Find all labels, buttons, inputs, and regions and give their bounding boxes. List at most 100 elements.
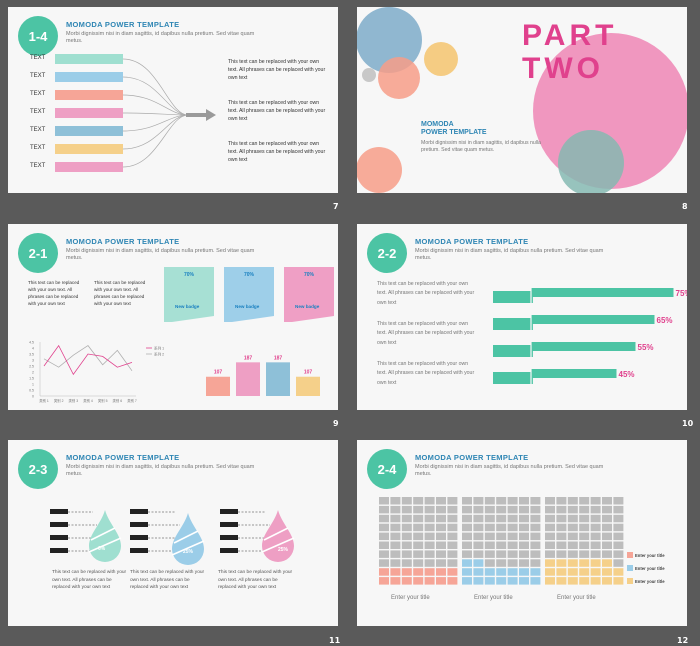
progress-bar xyxy=(531,315,655,324)
slide-thumbnail-12[interactable]: 2-4 MOMODA POWER TEMPLATE Morbi dignissi… xyxy=(357,440,687,626)
y-tick-label: 1.5 xyxy=(29,377,34,381)
waffle-cell xyxy=(390,550,401,558)
water-drop xyxy=(262,510,294,562)
waffle-cell xyxy=(496,550,507,558)
badge-tag xyxy=(284,267,334,322)
waffle-cell xyxy=(507,505,518,514)
x-tick-label: 类别 3 xyxy=(69,398,79,403)
progress-bar xyxy=(531,288,674,297)
label-block xyxy=(50,522,68,527)
waffle-cell xyxy=(567,523,578,532)
drop-percent: 6% xyxy=(98,546,106,552)
bar-value-label: 107 xyxy=(304,370,313,376)
waffle-cell xyxy=(401,505,412,514)
waffle-cell xyxy=(613,505,624,514)
waffle-cell xyxy=(590,577,601,585)
waffle-cell xyxy=(590,514,601,523)
waffle-cell xyxy=(602,577,612,585)
waffle-cell xyxy=(473,559,484,567)
waffle-cell xyxy=(484,514,495,523)
waffle-cell xyxy=(602,514,612,523)
slide-number: 11 xyxy=(329,636,341,645)
waffle-cell xyxy=(556,577,567,585)
progress-label: 45% xyxy=(619,370,635,379)
waffle-cell xyxy=(447,497,458,505)
slide-subtitle: Morbi dignissim nisi in diam sagittis, i… xyxy=(66,248,255,262)
waffle-cell xyxy=(496,505,507,514)
x-tick-label: 类别 4 xyxy=(83,398,93,403)
slide-title: MOMODA POWER TEMPLATE xyxy=(415,453,529,462)
waffle-cell xyxy=(473,523,484,532)
waffle-cell xyxy=(519,523,529,532)
waffle-cell xyxy=(401,523,412,532)
row-label: TEXT xyxy=(30,73,46,79)
waffle-cell xyxy=(401,550,412,558)
waffle-cell xyxy=(473,541,484,549)
drop-stripe xyxy=(90,527,116,541)
legend-swatch xyxy=(627,565,633,571)
waffle-cell xyxy=(556,532,567,541)
waffle-cell xyxy=(379,550,389,558)
column-title: Enter your title xyxy=(557,595,596,601)
progress-bar-chart: 75% 65% 55% 45% xyxy=(493,288,687,384)
waffle-cell xyxy=(530,550,541,558)
line-chart: 0 0.5 1 1.5 2 2.5 3 3.5 4 4.5 类别 1 类别 2 类别 3 类别 4 类别 5… xyxy=(29,341,164,404)
text-block: This text can be replaced with your own … xyxy=(218,570,293,591)
drop-stripe xyxy=(261,537,295,553)
waffle-cell xyxy=(401,559,412,567)
waffle-cell xyxy=(602,541,612,549)
waffle-cell xyxy=(556,568,567,576)
waffle-cell xyxy=(530,559,541,567)
y-tick-label: 3 xyxy=(32,359,34,363)
waffle-cell xyxy=(545,559,555,567)
waffle-cell xyxy=(484,541,495,549)
waffle-cell xyxy=(602,550,612,558)
y-tick-label: 2 xyxy=(32,371,34,375)
waffle-cell xyxy=(579,497,590,505)
connector-line xyxy=(122,114,189,132)
x-tick-label: 类别 7 xyxy=(127,398,137,403)
waffle-cell xyxy=(436,514,446,523)
row-label: TEXT xyxy=(30,127,46,133)
row-bar xyxy=(55,72,123,82)
bar-tab xyxy=(493,318,533,330)
slide-thumbnail-7[interactable]: 1-4 MOMODA POWER TEMPLATE Morbi dignissi… xyxy=(8,7,338,193)
row-bar xyxy=(55,54,123,64)
slide-thumbnail-11[interactable]: 2-3 MOMODA POWER TEMPLATE Morbi dignissi… xyxy=(8,440,338,626)
waffle-cell xyxy=(602,505,612,514)
slide-title: MOMODA POWER TEMPLATE xyxy=(415,237,529,246)
waffle-cell xyxy=(424,497,435,505)
waffle-cell xyxy=(379,541,389,549)
waffle-cell xyxy=(556,523,567,532)
waffle-cell xyxy=(436,577,446,585)
legend-label: Enter your title xyxy=(635,553,665,558)
waffle-cell xyxy=(613,568,624,576)
drop-stripe xyxy=(263,527,289,541)
waffle-cell xyxy=(379,523,389,532)
slide-thumbnail-10[interactable]: 2-2 MOMODA POWER TEMPLATE Morbi dignissi… xyxy=(357,224,687,410)
waffle-cell xyxy=(556,514,567,523)
waffle-cell xyxy=(530,514,541,523)
decorative-circles xyxy=(357,7,687,193)
waffle-cell xyxy=(390,514,401,523)
slide-thumbnail-8[interactable]: PART TWO MOMODA POWER TEMPLATE Morbi dig… xyxy=(357,7,687,193)
y-tick-label: 0 xyxy=(32,395,34,399)
waffle-cell xyxy=(436,523,446,532)
series-line-2 xyxy=(43,345,133,372)
waffle-cell xyxy=(447,541,458,549)
waffle-cell xyxy=(567,532,578,541)
text-block: This text can be replaced with your own … xyxy=(377,321,475,346)
legend-label: Enter your title xyxy=(635,566,665,571)
bar-tab xyxy=(493,291,533,303)
waffle-cell xyxy=(390,523,401,532)
waffle-cell xyxy=(519,505,529,514)
waffle-cell xyxy=(613,523,624,532)
waffle-cell xyxy=(424,577,435,585)
waffle-cell xyxy=(579,505,590,514)
waffle-cell xyxy=(519,559,529,567)
slide-thumbnail-9[interactable]: 2-1 MOMODA POWER TEMPLATE Morbi dignissi… xyxy=(8,224,338,410)
waffle-cell xyxy=(462,523,472,532)
connector-line xyxy=(122,94,189,116)
row-label: TEXT xyxy=(30,55,46,61)
salmon-circle-bottom xyxy=(357,147,402,193)
